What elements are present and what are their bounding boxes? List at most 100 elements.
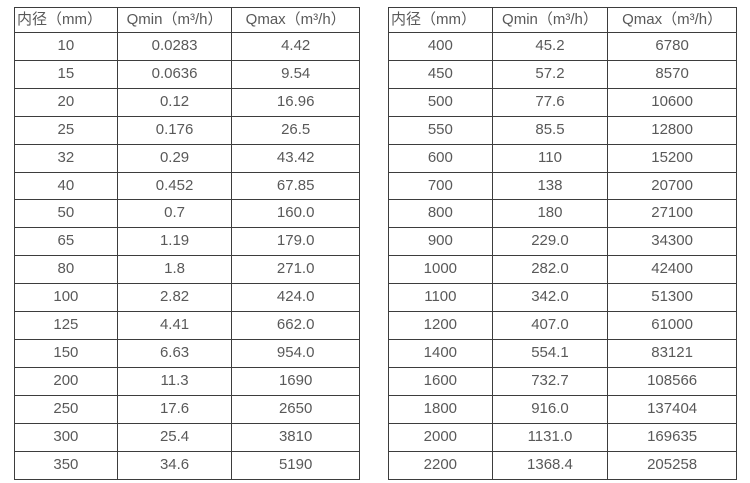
- cell-qmax: 271.0: [231, 255, 360, 285]
- cell-diameter: 500: [388, 87, 493, 117]
- cell-qmin: 11.3: [116, 366, 233, 396]
- cell-qmax: 83121: [607, 338, 737, 368]
- cell-qmax: 179.0: [231, 227, 360, 257]
- table-row: 1200 407.0 61000: [388, 311, 737, 340]
- table-row: 100 2.82 424.0: [14, 283, 360, 313]
- cell-qmax: 27100: [607, 199, 737, 229]
- cell-qmin: 45.2: [491, 32, 609, 61]
- table-row: 500 77.6 10600: [388, 87, 737, 117]
- cell-diameter: 2200: [388, 450, 493, 480]
- table-row: 550 85.5 12800: [388, 115, 737, 145]
- cell-diameter: 450: [388, 59, 493, 89]
- cell-qmax: 169635: [607, 422, 737, 452]
- cell-qmin: 0.452: [116, 171, 233, 201]
- cell-qmin: 77.6: [491, 87, 609, 117]
- cell-qmax: 67.85: [231, 171, 360, 201]
- cell-diameter: 900: [388, 227, 493, 257]
- table-row: 600 110 15200: [388, 143, 737, 173]
- cell-qmin: 407.0: [491, 311, 609, 340]
- cell-qmin: 0.7: [116, 199, 233, 229]
- cell-qmin: 554.1: [491, 338, 609, 368]
- cell-qmax: 4.42: [231, 32, 360, 61]
- cell-diameter: 65: [14, 227, 118, 257]
- table-row: 700 138 20700: [388, 171, 737, 201]
- cell-qmin: 0.0636: [116, 59, 233, 89]
- cell-qmax: 15200: [607, 143, 737, 173]
- cell-qmax: 43.42: [231, 143, 360, 173]
- cell-diameter: 80: [14, 255, 118, 285]
- cell-qmax: 34300: [607, 227, 737, 257]
- cell-qmax: 8570: [607, 59, 737, 89]
- header-row: 内径（mm） Qmin（m³/h） Qmax（m³/h）: [14, 7, 360, 33]
- cell-qmin: 1368.4: [491, 450, 609, 480]
- cell-qmin: 17.6: [116, 394, 233, 424]
- table-row: 125 4.41 662.0: [14, 311, 360, 340]
- column-header-qmax: Qmax（m³/h）: [231, 7, 360, 33]
- cell-diameter: 200: [14, 366, 118, 396]
- cell-diameter: 800: [388, 199, 493, 229]
- cell-diameter: 1100: [388, 283, 493, 313]
- cell-diameter: 400: [388, 32, 493, 61]
- table-row: 900 229.0 34300: [388, 227, 737, 257]
- cell-qmin: 0.0283: [116, 32, 233, 61]
- table-row: 32 0.29 43.42: [14, 143, 360, 173]
- cell-diameter: 32: [14, 143, 118, 173]
- table-row: 800 180 27100: [388, 199, 737, 229]
- cell-diameter: 125: [14, 311, 118, 340]
- cell-qmin: 0.176: [116, 115, 233, 145]
- cell-qmax: 51300: [607, 283, 737, 313]
- cell-qmin: 1.8: [116, 255, 233, 285]
- cell-qmin: 57.2: [491, 59, 609, 89]
- cell-diameter: 250: [14, 394, 118, 424]
- cell-qmax: 5190: [231, 450, 360, 480]
- table-row: 1100 342.0 51300: [388, 283, 737, 313]
- cell-qmax: 160.0: [231, 199, 360, 229]
- cell-qmax: 662.0: [231, 311, 360, 340]
- table-row: 350 34.6 5190: [14, 450, 360, 480]
- cell-diameter: 700: [388, 171, 493, 201]
- cell-qmax: 12800: [607, 115, 737, 145]
- table-row: 25 0.176 26.5: [14, 115, 360, 145]
- cell-diameter: 1400: [388, 338, 493, 368]
- column-header-qmin: Qmin（m³/h）: [116, 7, 233, 33]
- cell-qmin: 180: [491, 199, 609, 229]
- cell-diameter: 25: [14, 115, 118, 145]
- column-header-qmin: Qmin（m³/h）: [491, 7, 609, 33]
- cell-diameter: 20: [14, 87, 118, 117]
- cell-qmax: 16.96: [231, 87, 360, 117]
- cell-diameter: 350: [14, 450, 118, 480]
- table-row: 50 0.7 160.0: [14, 199, 360, 229]
- cell-qmax: 10600: [607, 87, 737, 117]
- table-row: 20 0.12 16.96: [14, 87, 360, 117]
- cell-qmax: 20700: [607, 171, 737, 201]
- cell-qmin: 282.0: [491, 255, 609, 285]
- cell-qmin: 25.4: [116, 422, 233, 452]
- header-row: 内径（mm） Qmin（m³/h） Qmax（m³/h）: [388, 7, 737, 33]
- cell-qmax: 42400: [607, 255, 737, 285]
- cell-qmax: 61000: [607, 311, 737, 340]
- table-row: 1800 916.0 137404: [388, 394, 737, 424]
- cell-qmax: 6780: [607, 32, 737, 61]
- cell-qmin: 34.6: [116, 450, 233, 480]
- cell-qmin: 1.19: [116, 227, 233, 257]
- table-row: 2000 1131.0 169635: [388, 422, 737, 452]
- table-row: 1400 554.1 83121: [388, 338, 737, 368]
- cell-diameter: 40: [14, 171, 118, 201]
- cell-diameter: 1000: [388, 255, 493, 285]
- cell-qmax: 108566: [607, 366, 737, 396]
- cell-diameter: 1600: [388, 366, 493, 396]
- table-row: 450 57.2 8570: [388, 59, 737, 89]
- cell-qmax: 26.5: [231, 115, 360, 145]
- cell-diameter: 300: [14, 422, 118, 452]
- cell-qmin: 4.41: [116, 311, 233, 340]
- cell-diameter: 550: [388, 115, 493, 145]
- cell-qmin: 6.63: [116, 338, 233, 368]
- cell-diameter: 1200: [388, 311, 493, 340]
- cell-qmin: 732.7: [491, 366, 609, 396]
- table-row: 1000 282.0 42400: [388, 255, 737, 285]
- cell-diameter: 15: [14, 59, 118, 89]
- cell-diameter: 2000: [388, 422, 493, 452]
- cell-qmax: 424.0: [231, 283, 360, 313]
- cell-qmax: 3810: [231, 422, 360, 452]
